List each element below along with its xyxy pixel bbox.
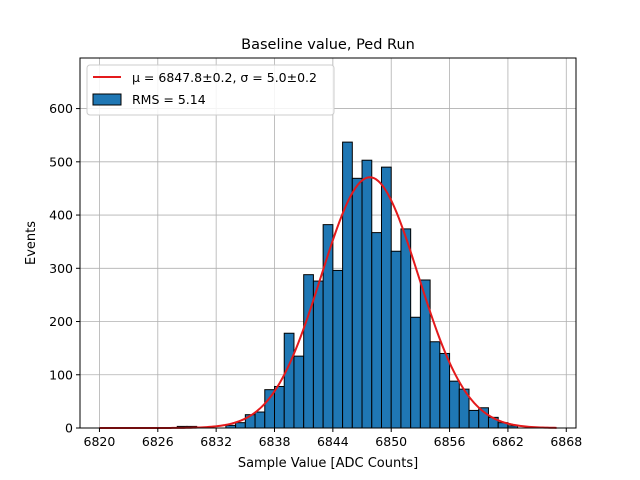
y-tick-label: 500 [49,154,73,169]
x-tick-label: 6838 [259,434,291,449]
y-tick-label: 600 [49,101,73,116]
x-tick-label: 6850 [375,434,407,449]
y-tick-label: 200 [49,314,73,329]
x-tick-label: 6868 [550,434,582,449]
histogram-bar [283,332,295,429]
legend-fit-label: μ = 6847.8±0.2, σ = 5.0±0.2 [132,70,317,85]
histogram-bar [332,269,344,429]
x-tick-label: 6844 [317,434,349,449]
histogram-bar [400,228,412,429]
histogram-bar [361,159,373,429]
x-tick-label: 6826 [142,434,174,449]
histogram-bar [293,355,305,429]
x-axis-label: Sample Value [ADC Counts] [238,456,418,471]
histogram-bar [449,380,460,429]
histogram-bar [429,341,441,429]
histogram-bar [264,389,276,429]
x-axis-ticks: 6820 6826 6832 6838 6844 6850 6856 6862 6868 [84,428,582,449]
x-tick-label: 6832 [200,434,232,449]
histogram-bar [468,409,480,429]
y-axis-label: Events [24,221,39,265]
histogram-bar [380,166,392,429]
y-tick-label: 100 [49,367,73,382]
histogram-bars [176,141,519,429]
x-tick-label: 6856 [434,434,466,449]
y-tick-label: 400 [49,208,73,223]
histogram-bar [274,385,285,429]
histogram-bar [371,232,382,429]
histogram-bar [342,141,353,429]
x-tick-label: 6820 [84,434,116,449]
x-tick-label: 6862 [492,434,524,449]
y-tick-label: 0 [65,421,73,436]
legend-box [86,64,335,116]
y-axis-ticks: 0 100 200 300 400 500 600 [49,101,80,436]
histogram-bar [254,411,266,429]
legend-histogram-swatch [92,93,122,106]
histogram-bar [439,352,451,429]
histogram-bar [419,279,431,429]
legend: μ = 6847.8±0.2, σ = 5.0±0.2 RMS = 5.14 [86,64,335,116]
histogram-bar [303,274,314,429]
histogram-bar [410,316,421,429]
chart-title: Baseline value, Ped Run [241,37,415,53]
legend-histogram-label: RMS = 5.14 [132,92,206,107]
histogram-bar [390,250,402,429]
histogram-bar [351,177,363,429]
y-tick-label: 300 [49,261,73,276]
plot-frame [79,57,577,429]
histogram-bar [312,280,324,429]
histogram-bar [235,422,246,429]
